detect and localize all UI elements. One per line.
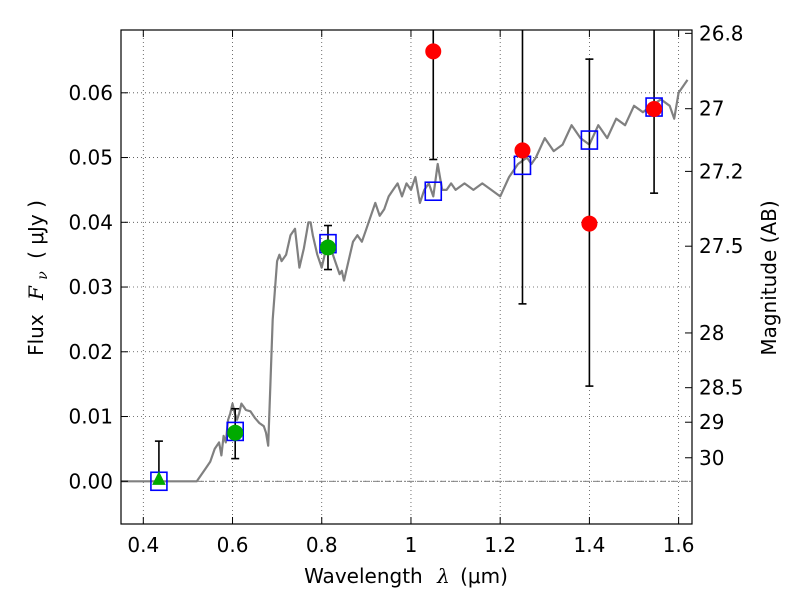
- x-axis-ticks: 0.4 0.6 0.8 1 1.2 1.4 1.6: [127, 30, 695, 557]
- model-band-square: [580, 130, 599, 150]
- y-axis-label-subscript: ν: [35, 271, 51, 280]
- observed-points: [152, 43, 663, 485]
- model-spectrum-line: [121, 79, 689, 483]
- y2-tick-label: 27.2: [699, 159, 744, 183]
- grid-lines: [121, 30, 692, 524]
- observed-point: [227, 424, 244, 441]
- y2-axis-label: Magnitude (AB): [757, 200, 781, 355]
- y-tick-label: 0.00: [68, 469, 113, 493]
- y-tick-label: 0.03: [68, 275, 113, 299]
- y2-tick-label: 27.5: [699, 234, 744, 258]
- observed-point: [425, 43, 442, 60]
- x-tick-label: 0.4: [127, 533, 159, 557]
- y-tick-label: 0.01: [68, 405, 113, 429]
- x-tick-label: 1: [405, 533, 418, 557]
- x-axis-label-prefix: Wavelength: [304, 564, 423, 588]
- y2-axis-ticks: 26.8 27 27.2 27.5 28 28.5 29 30: [685, 21, 744, 470]
- y-tick-label: 0.06: [68, 81, 113, 105]
- plot-frame: [120, 29, 693, 525]
- y-axis-label-symbol: F: [24, 285, 48, 301]
- y-axis-ticks: 0.00 0.01 0.02 0.03 0.04 0.05 0.06: [68, 81, 128, 493]
- y-axis-label: Flux F ν ( μJy ): [24, 200, 52, 356]
- y2-tick-label: 27: [699, 97, 724, 121]
- x-tick-label: 0.8: [306, 533, 338, 557]
- x-tick-label: 1.4: [573, 533, 605, 557]
- y-tick-label: 0.02: [68, 340, 113, 364]
- x-tick-label: 1.2: [484, 533, 516, 557]
- x-axis-label-units: (μm): [460, 564, 508, 588]
- x-tick-label: 0.6: [217, 533, 249, 557]
- x-axis-label-symbol: λ: [436, 564, 450, 588]
- x-tick-label: 1.6: [663, 533, 695, 557]
- y-tick-label: 0.04: [68, 210, 113, 234]
- observed-point: [646, 100, 663, 117]
- model-band-square: [424, 181, 443, 202]
- y2-tick-label: 28: [699, 321, 724, 345]
- observed-point: [319, 239, 336, 256]
- observed-point: [514, 142, 531, 159]
- y2-tick-label: 29: [699, 410, 724, 434]
- y2-tick-label: 30: [699, 446, 724, 470]
- y-tick-label: 0.05: [68, 146, 113, 170]
- x-axis-label: Wavelength λ (μm): [304, 564, 508, 588]
- observed-point-triangle: [152, 471, 166, 485]
- y-axis-label-units: ( μJy ): [24, 200, 48, 259]
- observed-point: [581, 215, 598, 232]
- y2-tick-label: 28.5: [699, 376, 744, 400]
- y2-tick-label: 26.8: [699, 21, 744, 45]
- y-axis-label-prefix: Flux: [24, 314, 48, 356]
